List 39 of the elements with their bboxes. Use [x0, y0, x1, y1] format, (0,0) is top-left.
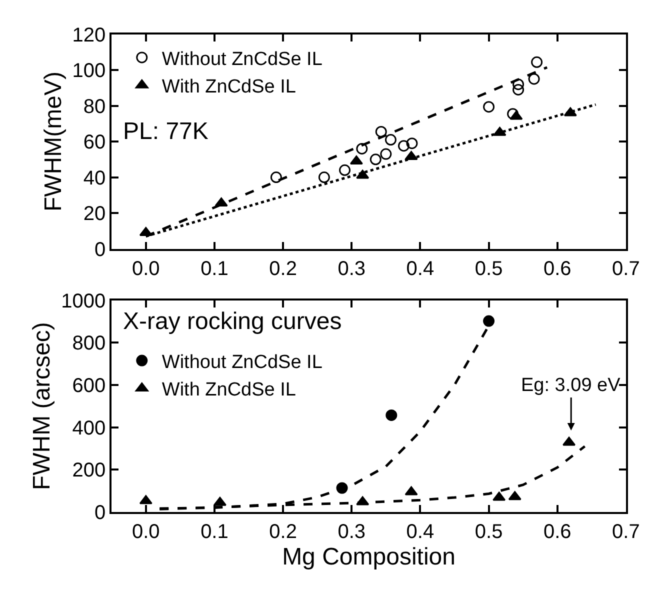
y-tick-label: 1000	[61, 290, 106, 312]
annotation: PL: 77K	[123, 118, 208, 145]
y-tick-label: 800	[72, 332, 106, 355]
x-tick-label: 0.5	[474, 520, 503, 543]
x-tick-label: 0.0	[132, 520, 160, 543]
y-tick-label: 120	[72, 24, 106, 46]
annotation: Eg: 3.09 eV	[521, 375, 621, 396]
y-tick-label: 40	[83, 167, 106, 190]
y-tick-label: 60	[83, 132, 106, 154]
x-tick-label: 0.0	[132, 258, 160, 280]
legend-label: Without ZnCdSe IL	[162, 48, 322, 70]
legend-label: With ZnCdSe IL	[162, 76, 296, 98]
y-axis-title: FWHM(meV)	[40, 72, 67, 212]
x-tick-label: 0.7	[612, 258, 640, 280]
annotation: X-ray rocking curves	[123, 308, 342, 335]
x-tick-label: 0.1	[200, 258, 228, 280]
legend-label: Without ZnCdSe IL	[162, 352, 322, 373]
y-tick-label: 200	[72, 460, 106, 482]
y-tick-label: 600	[72, 374, 106, 397]
y-tick-label: 100	[72, 60, 106, 82]
y-tick-label: 0	[94, 238, 106, 261]
x-tick-label: 0.3	[338, 258, 366, 280]
x-tick-label: 0.3	[338, 520, 366, 543]
x-tick-label: 0.4	[406, 520, 434, 543]
x-tick-label: 0.4	[406, 258, 434, 280]
x-tick-label: 0.6	[543, 258, 572, 280]
x-axis-title: Mg Composition	[282, 544, 456, 571]
x-tick-label: 0.6	[543, 520, 572, 543]
y-tick-label: 400	[72, 417, 106, 440]
x-tick-label: 0.2	[269, 258, 297, 280]
y-tick-label: 0	[94, 502, 106, 524]
y-tick-label: 80	[83, 96, 106, 118]
x-tick-label: 0.1	[200, 520, 228, 543]
x-tick-label: 0.7	[612, 520, 640, 543]
x-tick-label: 0.5	[474, 258, 503, 280]
x-tick-label: 0.2	[269, 520, 297, 543]
y-axis-title: FWHM (arcsec)	[28, 322, 56, 490]
legend-label: With ZnCdSe IL	[162, 380, 296, 401]
y-tick-label: 20	[83, 203, 106, 226]
